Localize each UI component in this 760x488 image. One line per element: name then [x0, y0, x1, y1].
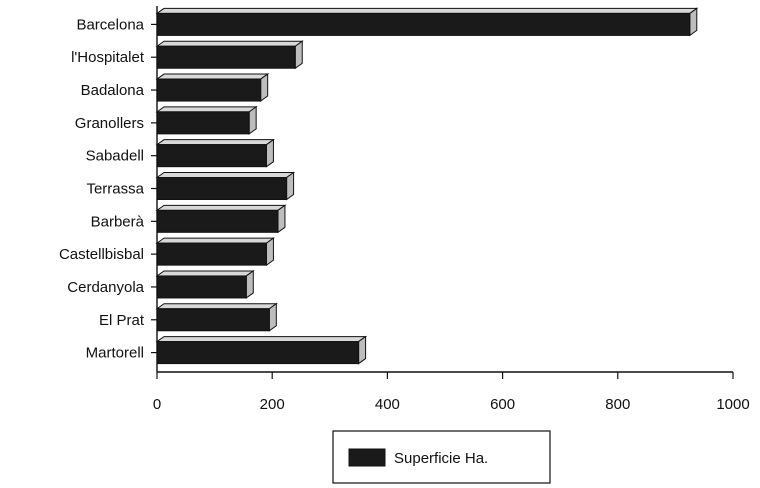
bar-badalona [155, 73, 270, 103]
bar-front-face [156, 308, 270, 332]
bar-side-face [358, 335, 367, 365]
bar-side-face [294, 40, 303, 70]
legend-swatch [348, 448, 386, 467]
category-label: Badalona [81, 82, 145, 99]
legend: Superficie Ha. [332, 430, 551, 484]
bar-top-face [155, 106, 258, 113]
category-label: Cerdanyola [67, 279, 144, 296]
bar-sabadell [155, 138, 276, 168]
bar-top-face [155, 303, 278, 310]
bar-top-face [155, 7, 699, 14]
x-tick-label: 0 [153, 396, 161, 413]
bar-side-face [277, 204, 286, 234]
bar-front-face [156, 177, 288, 200]
category-label: l'Hospitalet [71, 49, 145, 66]
x-tick-label: 1000 [716, 396, 749, 413]
bar-side-face [265, 138, 274, 168]
axes-layer [151, 6, 734, 379]
bar-side-face [268, 302, 277, 332]
bar-top-face [155, 204, 287, 211]
bar-side-face [248, 105, 257, 135]
bar-top-face [155, 172, 296, 178]
bar-castellbisbal [155, 237, 276, 267]
bar-top-face [155, 270, 255, 277]
bar-front-face [156, 209, 279, 233]
bar-martorell [155, 335, 368, 365]
category-label: Martorell [86, 345, 144, 362]
bar-front-face [156, 45, 296, 69]
category-label: Granollers [75, 115, 144, 132]
category-label: Barcelona [76, 16, 144, 33]
bar-front-face [156, 12, 691, 36]
bar-top-face [155, 40, 304, 47]
legend-label: Superficie Ha. [394, 450, 488, 467]
bars-layer [155, 7, 699, 365]
bar-barber- [155, 204, 287, 234]
bar-side-face [245, 269, 254, 299]
x-tick-label: 600 [490, 396, 515, 413]
bar-cerdanyola [155, 269, 255, 299]
category-label: Castellbisbal [59, 246, 144, 263]
bar-top-face [155, 73, 270, 80]
bar-side-face [260, 73, 269, 103]
bar-front-face [156, 111, 250, 135]
bar-granollers [155, 105, 258, 135]
bar-front-face [156, 275, 247, 299]
bar-top-face [155, 139, 276, 146]
category-label: Sabadell [86, 148, 144, 165]
x-tick-label: 800 [605, 396, 630, 413]
x-tick-labels: 0 200 400 600 800 1000 [153, 396, 750, 413]
bar-front-face [156, 78, 262, 102]
category-label: El Prat [99, 312, 145, 329]
bar-side-face [265, 237, 274, 267]
bar-el-prat [155, 302, 278, 332]
bar-barcelona [155, 7, 699, 37]
bar-front-face [156, 242, 267, 266]
bar-top-face [155, 237, 276, 244]
bar-front-face [156, 144, 267, 168]
x-tick-label: 400 [375, 396, 400, 413]
x-tick-label: 200 [260, 396, 285, 413]
bar-terrassa [155, 171, 296, 201]
category-label: Barberà [91, 213, 145, 230]
bar-front-face [156, 341, 360, 365]
category-label: Terrassa [86, 181, 144, 198]
category-labels: Barcelona l'Hospitalet Badalona Granollers S… [59, 16, 145, 361]
bar-l-hospitalet [155, 40, 304, 70]
bar-side-face [689, 7, 698, 37]
bar-top-face [155, 336, 368, 343]
bar-side-face [286, 171, 295, 201]
